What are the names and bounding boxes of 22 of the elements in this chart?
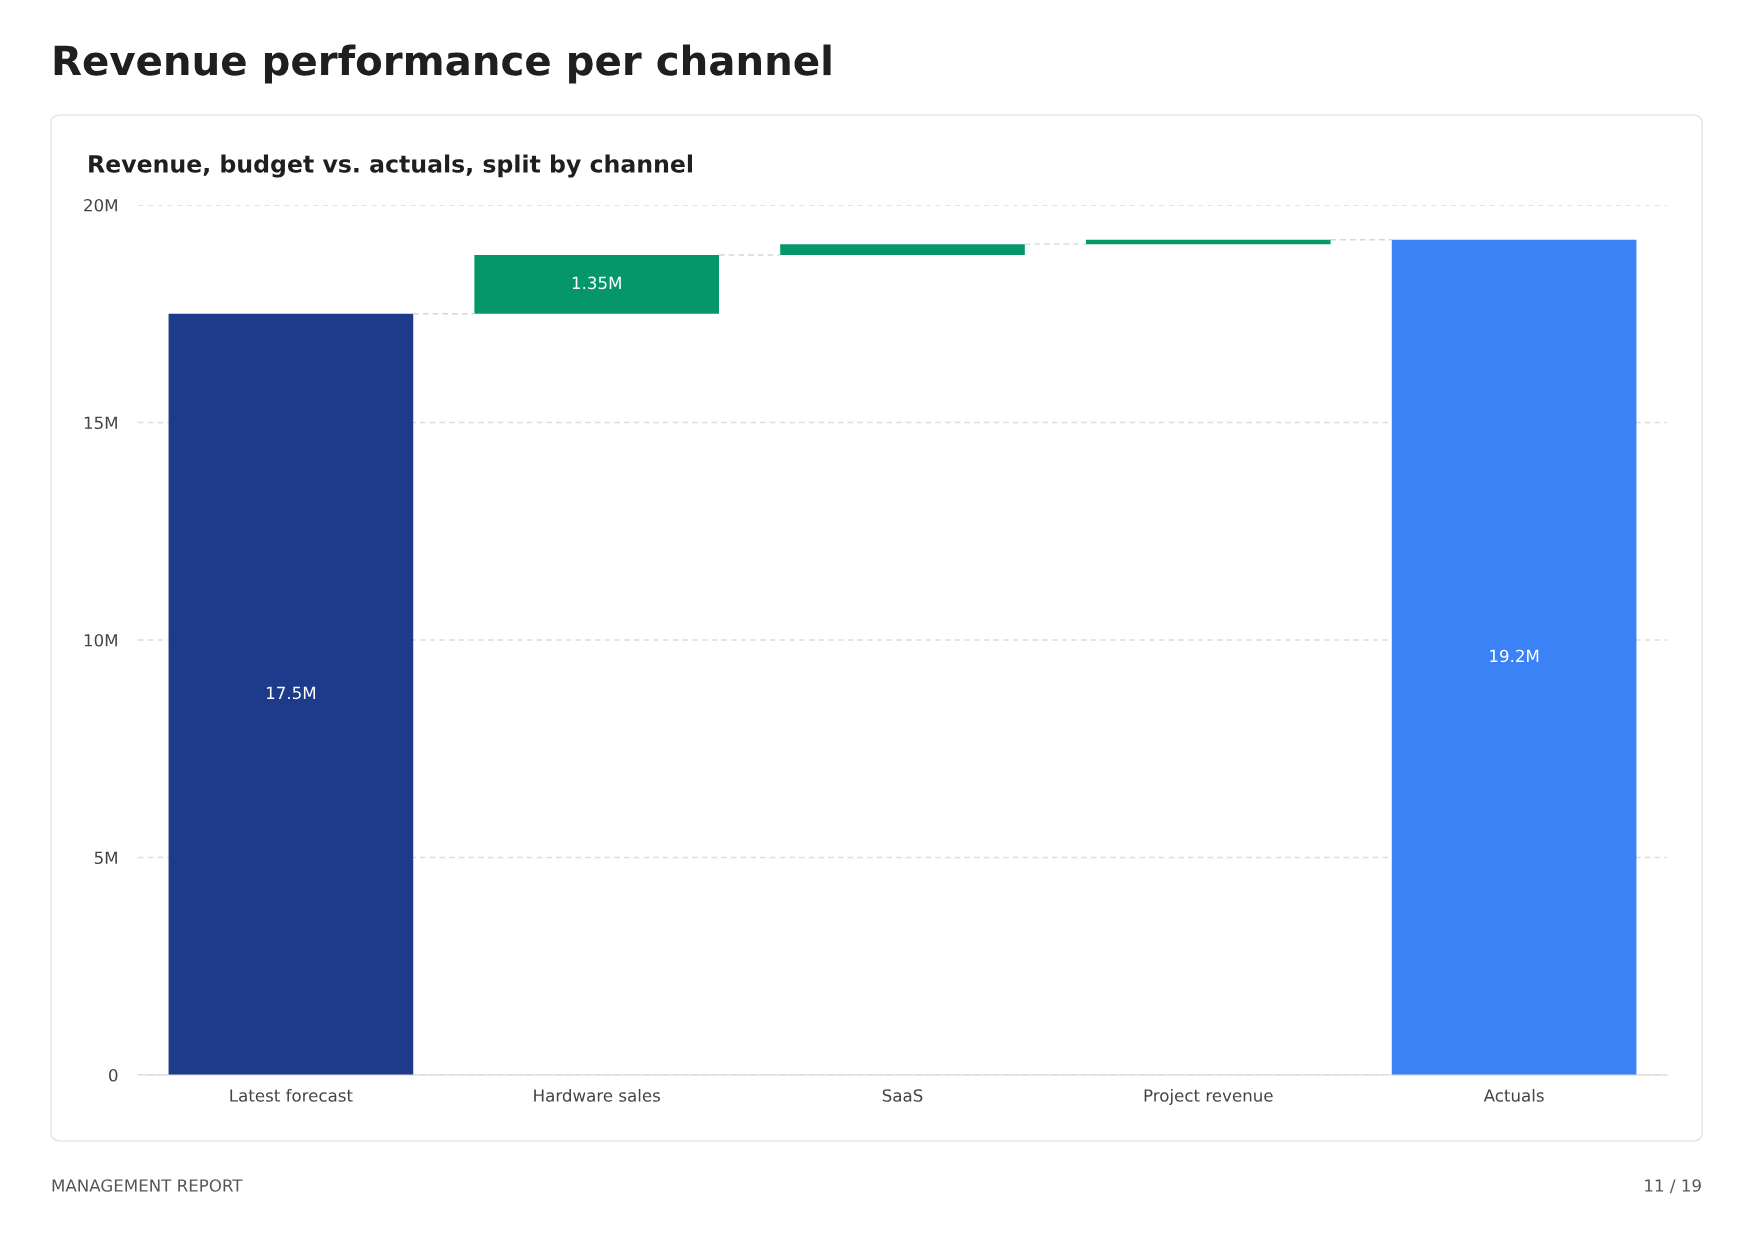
y-tick-label: 10M	[84, 633, 117, 647]
bar	[780, 244, 1025, 256]
y-tick-label: 20M	[84, 198, 117, 212]
x-tick-label: Hardware sales	[534, 1088, 660, 1102]
bar	[474, 255, 720, 314]
bar	[1085, 239, 1331, 245]
x-tick-label: Project revenue	[1144, 1088, 1273, 1106]
data-label: 19.2M	[1490, 649, 1539, 663]
x-tick-label: SaaS	[882, 1089, 923, 1102]
data-label: 1.35M	[572, 276, 621, 290]
text: 11 / 19	[1645, 1179, 1701, 1194]
chart-subtitle: Revenue, budget vs. actuals, split by channel	[89, 154, 693, 178]
y-tick-label: 0	[109, 1068, 118, 1082]
data-label: 17.5M	[266, 686, 316, 700]
y-tick-label: 5M	[94, 851, 117, 865]
bar	[1391, 239, 1637, 1075]
chart-title: Revenue performance per channel	[54, 44, 831, 84]
bar	[168, 313, 414, 1075]
text: MANAGEMENT REPORT	[52, 1179, 243, 1192]
y-tick-label: 15M	[84, 416, 117, 430]
x-tick-label: Actuals	[1483, 1088, 1544, 1102]
x-tick-label: Latest forecast	[230, 1088, 353, 1102]
